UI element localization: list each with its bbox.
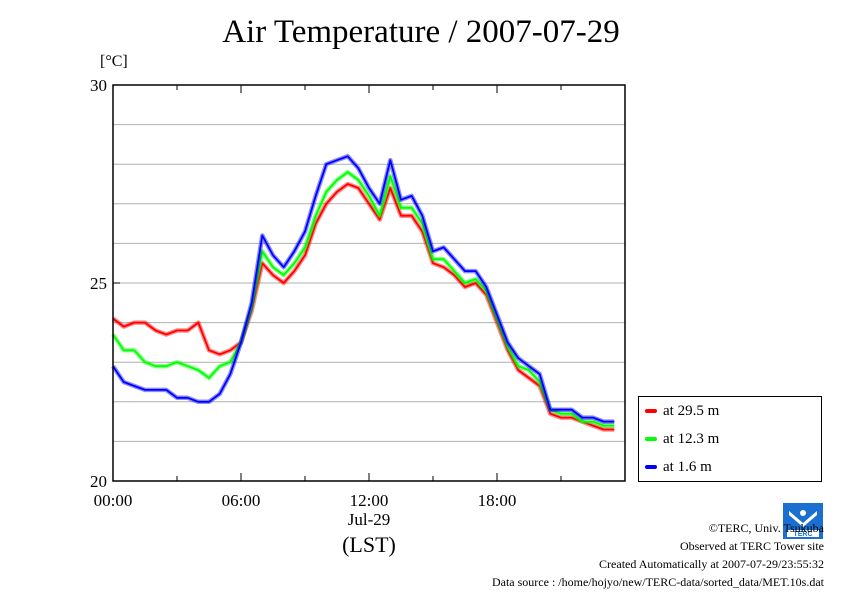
terc-logo-icon: TERC — [783, 503, 823, 539]
series-line-2 — [112, 155, 615, 423]
series-line-1 — [112, 171, 615, 427]
x-axis-label: (LST) — [342, 532, 396, 557]
legend-label: at 1.6 m — [663, 458, 712, 475]
x-axis-ticks: 00:00 06:00 12:00 18:00 — [94, 85, 626, 510]
chart-title: Air Temperature / 2007-07-29 — [222, 14, 620, 50]
legend-entry-29-5m: at 29.5 m — [645, 401, 719, 421]
chart-legend: at 29.5 m at 12.3 m at 1.6 m — [638, 396, 822, 482]
legend-label: at 12.3 m — [663, 430, 720, 447]
y-tick-label: 30 — [90, 76, 107, 95]
y-tick-label: 25 — [90, 274, 107, 293]
logo-text: TERC — [793, 531, 812, 538]
legend-swatch-blue — [645, 465, 657, 469]
x-tick-label: 18:00 — [478, 491, 517, 510]
x-tick-label: 06:00 — [222, 491, 261, 510]
x-tick-label: 12:00 — [350, 491, 389, 510]
y-tick-label: 20 — [90, 472, 107, 491]
legend-swatch-green — [645, 437, 657, 441]
legend-entry-1-6m: at 1.6 m — [645, 457, 712, 477]
chart-series — [111, 154, 615, 432]
x-tick-label: 00:00 — [94, 491, 133, 510]
series-halo-0 — [111, 181, 615, 432]
created-at-text: Created Automatically at 2007-07-29/23:5… — [599, 557, 824, 571]
y-axis-unit-label: [°C] — [100, 53, 128, 70]
legend-label: at 29.5 m — [663, 402, 720, 419]
observed-at-text: Observed at TERC Tower site — [679, 539, 824, 553]
legend-entry-12-3m: at 12.3 m — [645, 429, 719, 449]
data-source-text: Data source : /home/hojyo/new/TERC-data/… — [491, 575, 824, 589]
copyright-text: ©TERC, Univ. Tsukuba — [708, 521, 824, 535]
series-line-0 — [112, 183, 615, 431]
x-axis-date-label: Jul-29 — [348, 510, 391, 529]
chart-grid — [113, 124, 625, 442]
y-axis-ticks: 20 25 30 — [90, 76, 120, 491]
legend-swatch-red — [645, 409, 657, 413]
